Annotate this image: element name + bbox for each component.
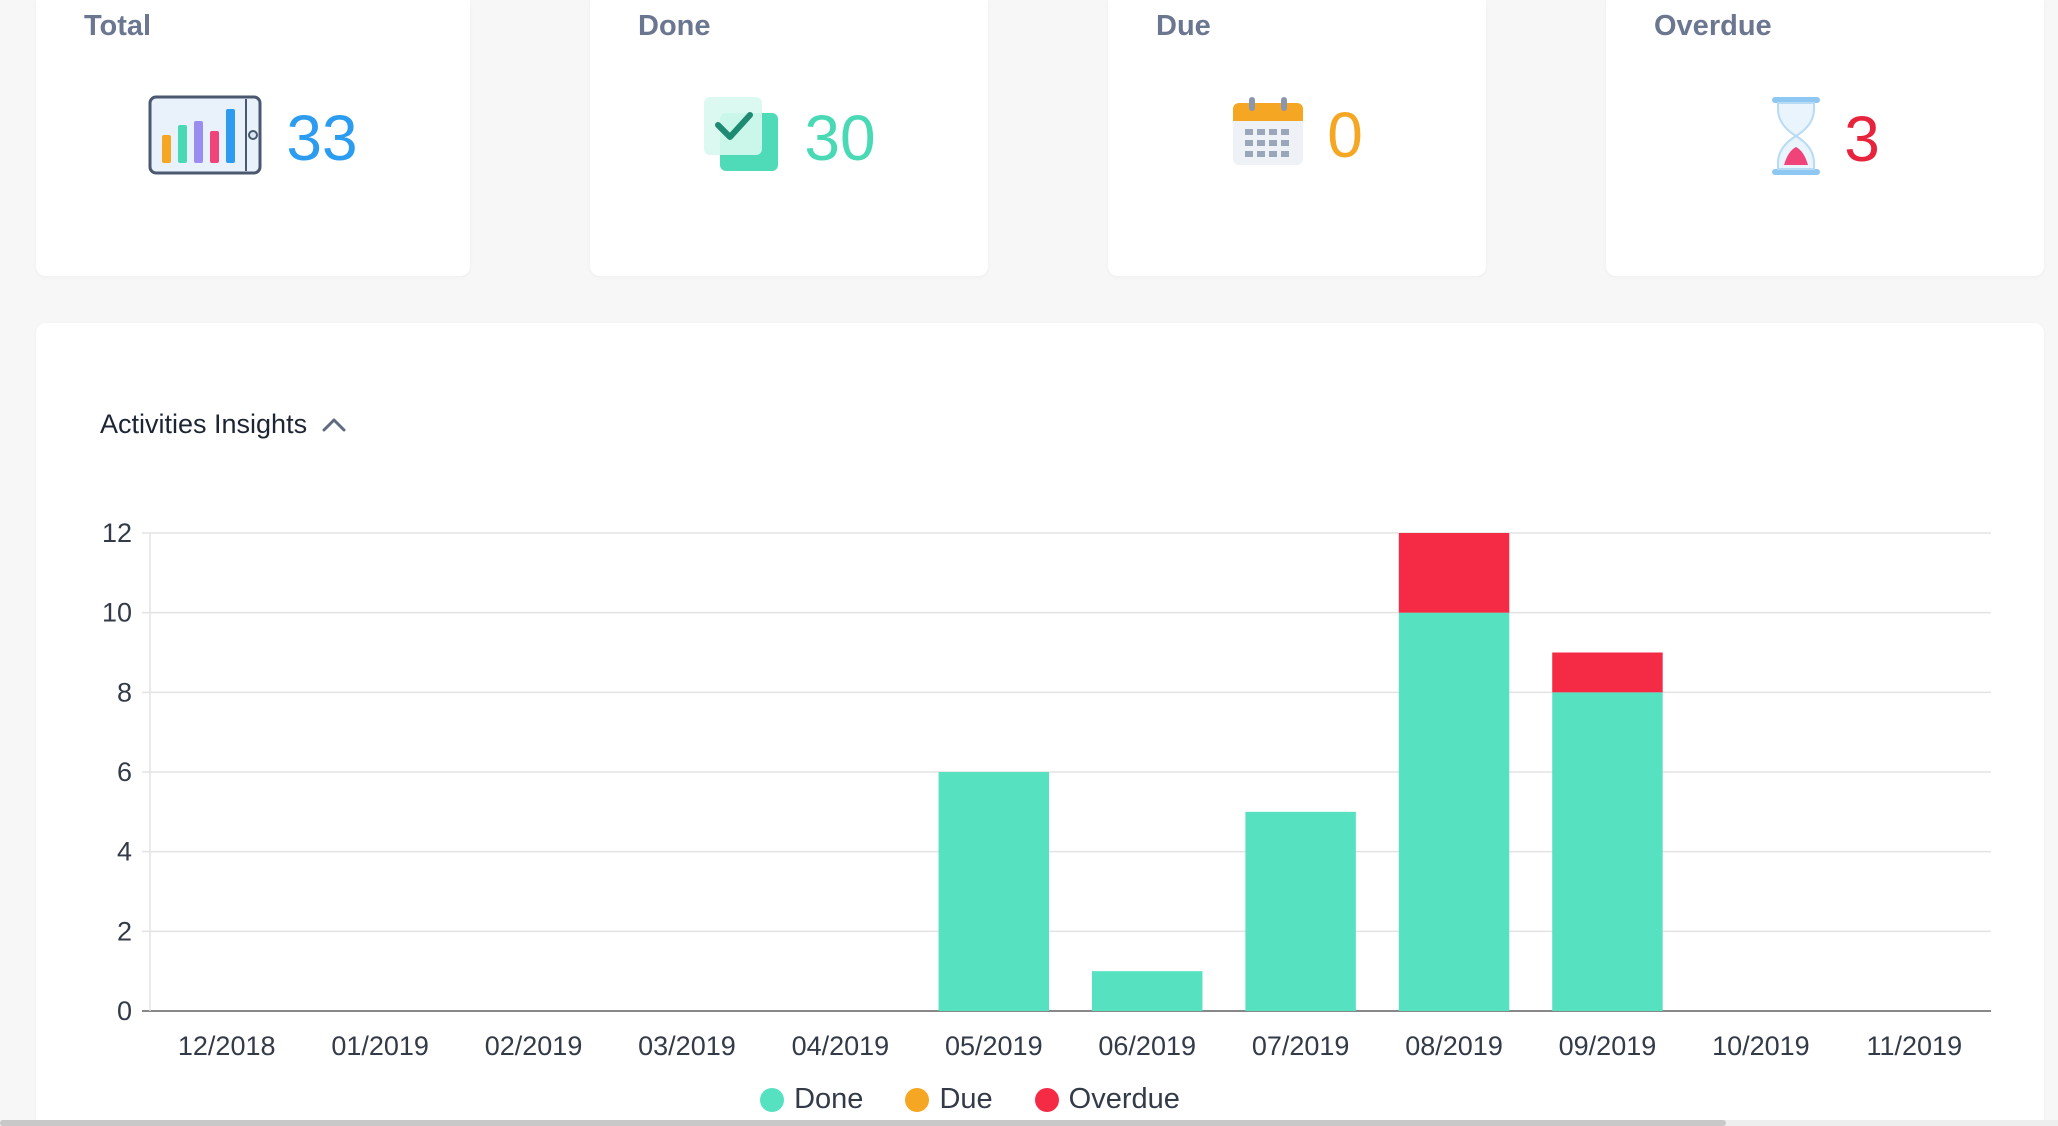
calendar-icon: [1231, 95, 1305, 174]
x-tick-label: 06/2019: [1098, 1031, 1196, 1061]
legend-label-overdue: Overdue: [1068, 1083, 1180, 1115]
x-tick-label: 04/2019: [792, 1031, 890, 1061]
bar-done: [938, 772, 1050, 1011]
stat-card-overdue: Overdue 3: [1606, 0, 2044, 276]
y-tick-label: 0: [117, 996, 132, 1026]
y-tick-label: 12: [102, 518, 132, 548]
x-tick-label: 12/2018: [178, 1031, 276, 1061]
chevron-up-icon[interactable]: [321, 409, 347, 440]
x-tick-label: 08/2019: [1405, 1031, 1503, 1061]
stat-value-total: 33: [286, 101, 358, 174]
x-tick-label: 11/2019: [1866, 1031, 1962, 1061]
x-tick-label: 10/2019: [1712, 1031, 1810, 1061]
bar-done: [1245, 811, 1356, 1011]
x-tick-label: 01/2019: [331, 1031, 429, 1061]
bar-chart-icon: [148, 95, 264, 180]
legend-swatch-overdue: [1034, 1087, 1059, 1112]
x-tick-label: 05/2019: [945, 1031, 1043, 1061]
stat-value-overdue: 3: [1844, 102, 1880, 175]
bar-done: [1552, 692, 1663, 1011]
legend-item-due[interactable]: Due: [905, 1083, 993, 1116]
stat-label-overdue: Overdue: [1654, 10, 1772, 42]
activities-chart: 0 2 4 6 8 10 12 12/2018 01/2019 02/2019 03/2019 04/…: [102, 518, 1991, 1061]
chart-legend: Done Due Overdue: [36, 1083, 2044, 1116]
y-tick-label: 10: [102, 598, 132, 628]
legend-item-overdue[interactable]: Overdue: [1034, 1083, 1180, 1116]
bar-overdue: [1398, 533, 1510, 613]
y-tick-label: 4: [117, 837, 132, 867]
check-icon: [702, 95, 782, 180]
stat-label-done: Done: [638, 10, 711, 42]
x-tick-label: 03/2019: [638, 1031, 736, 1061]
stat-card-done: Done 30: [590, 0, 988, 276]
legend-label-done: Done: [794, 1083, 864, 1115]
scrollbar-thumb[interactable]: [0, 1120, 1726, 1126]
bar-done: [1091, 971, 1203, 1011]
insights-header[interactable]: Activities Insights: [100, 409, 347, 440]
stat-card-due: Due 0: [1108, 0, 1486, 276]
stat-value-due: 0: [1327, 98, 1363, 171]
legend-item-done[interactable]: Done: [760, 1083, 863, 1116]
insights-title: Activities Insights: [100, 409, 308, 439]
hourglass-icon: [1770, 95, 1822, 182]
y-tick-label: 8: [117, 677, 132, 707]
activities-insights-panel: Activities Insights 0 2 4 6 8 10 12 12/2018 01/2…: [36, 323, 2044, 1123]
horizontal-scrollbar[interactable]: [0, 1120, 2058, 1126]
bar-overdue: [1552, 652, 1663, 693]
legend-label-due: Due: [939, 1083, 993, 1115]
bar-done: [1398, 612, 1510, 1011]
stat-card-total: Total 33: [36, 0, 470, 276]
x-tick-label: 09/2019: [1559, 1031, 1657, 1061]
stat-label-total: Total: [84, 10, 152, 42]
stat-label-due: Due: [1156, 10, 1211, 42]
legend-swatch-done: [760, 1087, 785, 1112]
x-tick-label: 07/2019: [1252, 1031, 1350, 1061]
legend-swatch-due: [905, 1087, 930, 1112]
y-tick-label: 6: [117, 757, 132, 787]
x-tick-label: 02/2019: [485, 1031, 583, 1061]
y-tick-label: 2: [117, 916, 132, 946]
stat-value-done: 30: [804, 101, 876, 174]
